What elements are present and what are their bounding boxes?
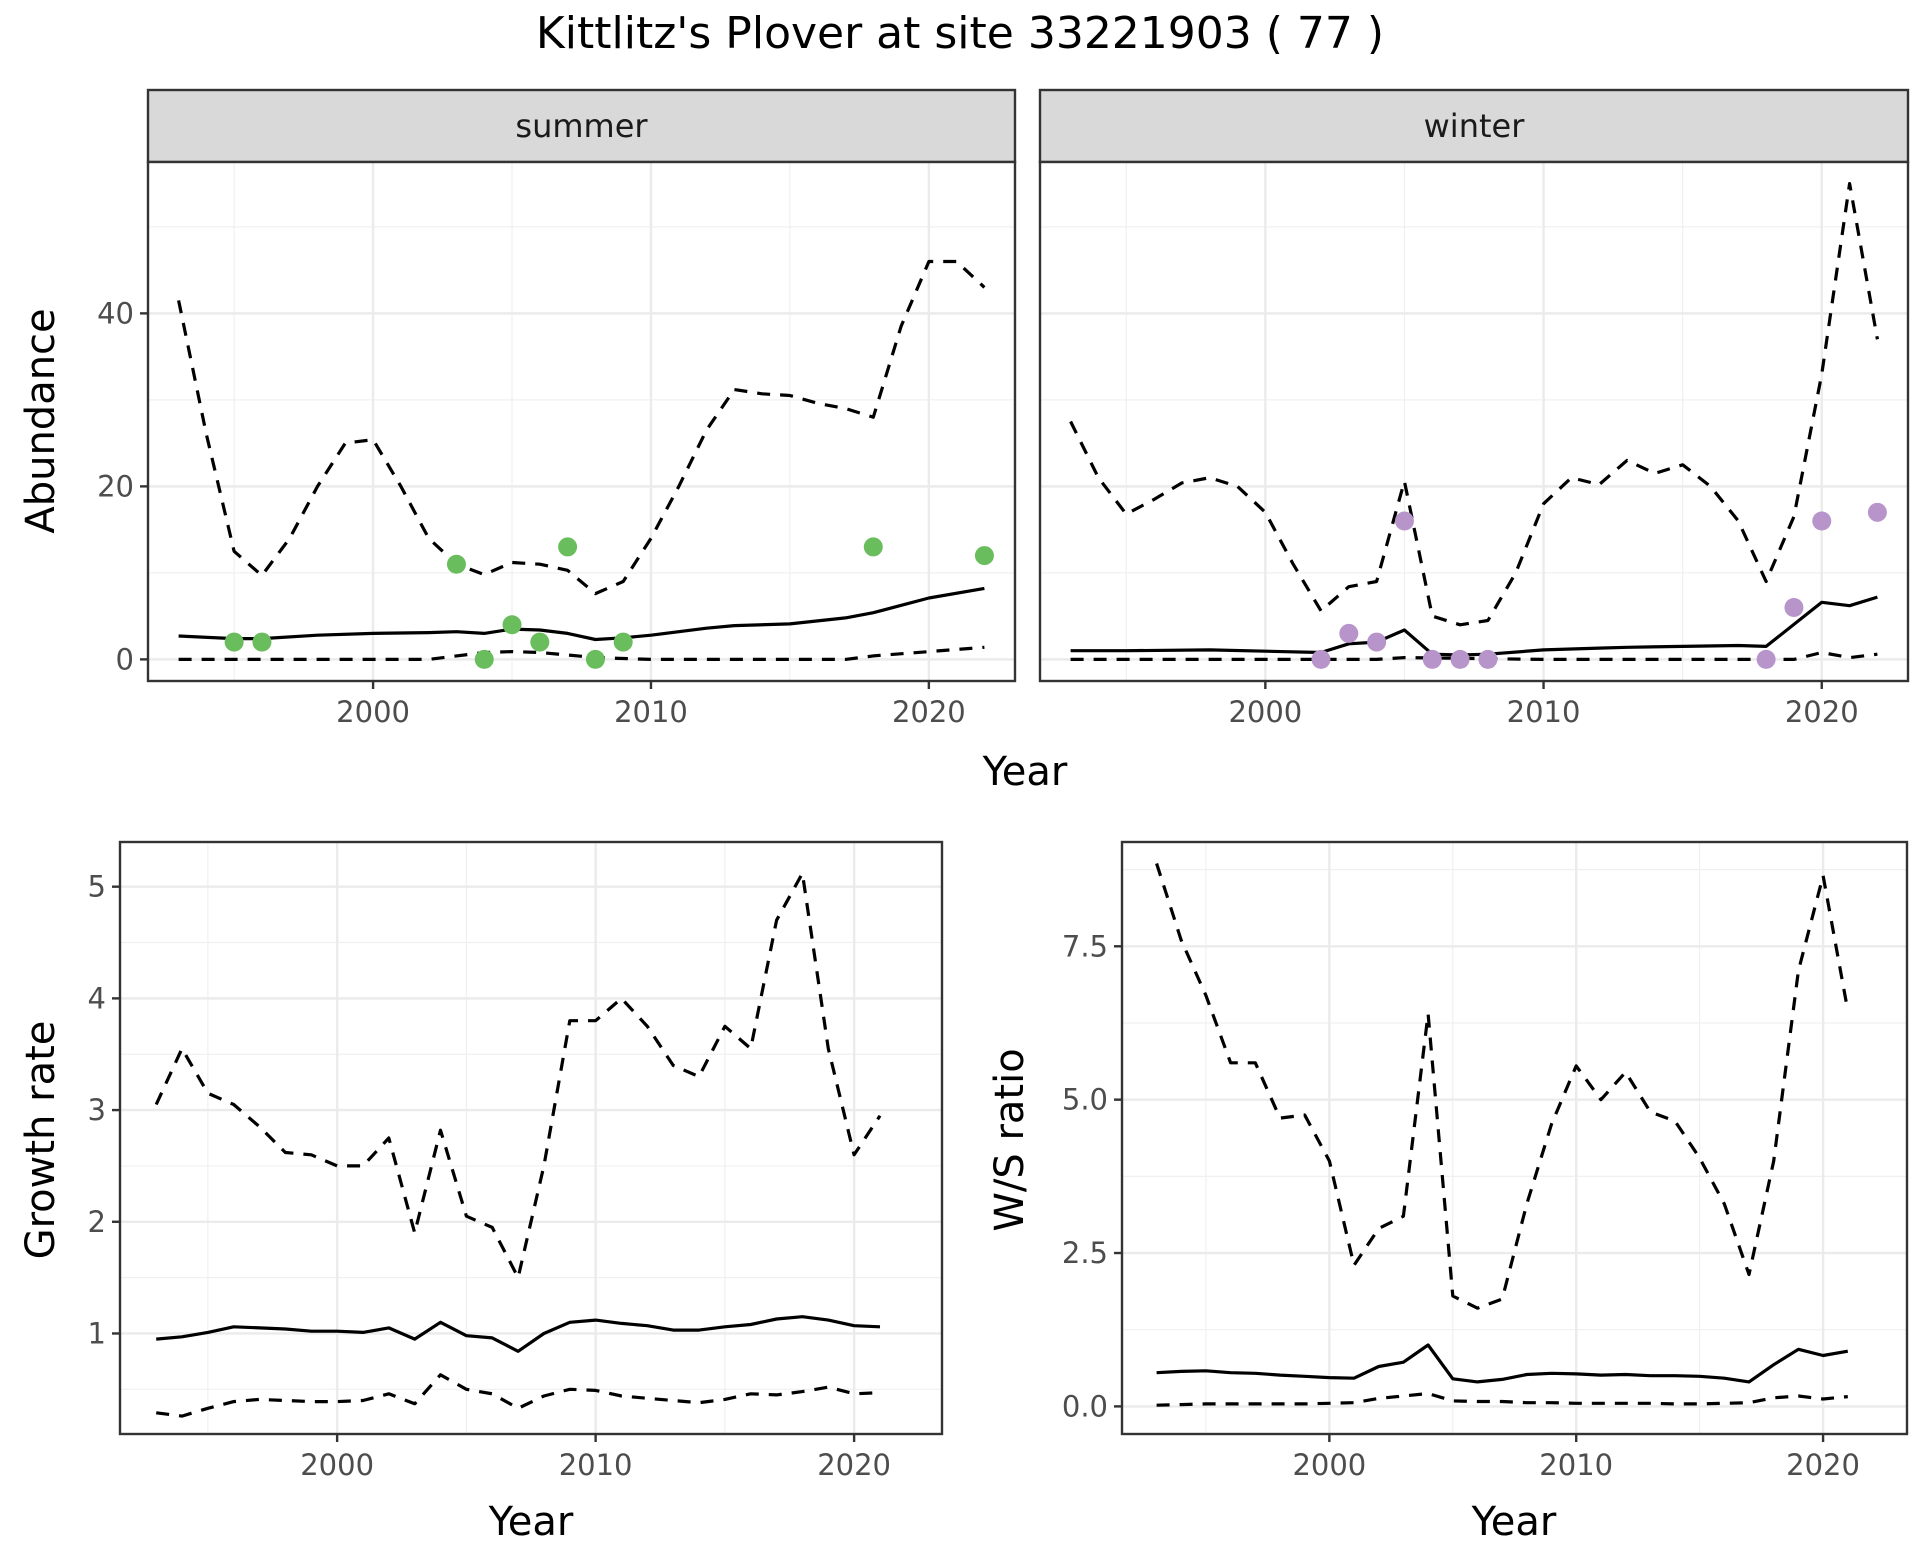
winter-x-tick-label: 2010 (1507, 695, 1581, 729)
ratio-x-axis-label: Year (1471, 1499, 1557, 1545)
ratio-series-lower (1156, 1391, 1848, 1407)
summer-observation-point (446, 554, 466, 574)
winter-observation-point (1367, 632, 1387, 652)
winter-observation-point (1756, 649, 1776, 669)
summer-x-tick-label: 2000 (336, 695, 410, 729)
winter-plot-background (1040, 162, 1908, 681)
summer-x-tick-label: 2010 (614, 695, 688, 729)
summer-observation-point (474, 649, 494, 669)
summer-panel-border (146, 160, 1017, 683)
ratio-y-tick-label: 2.5 (1062, 1236, 1108, 1270)
ratio-series-group (1155, 863, 1850, 1407)
ratio-y-tick-label: 5.0 (1062, 1083, 1108, 1117)
winter-observation-point (1867, 502, 1887, 522)
winter-abundance-panel: winter 2000 2010 2020 (1038, 88, 1910, 729)
growth-series-lower (155, 1373, 881, 1418)
summer-series-lower (178, 645, 985, 662)
shared-x-axis-label: Year (982, 749, 1068, 795)
summer-strip-label: summer (515, 107, 648, 145)
ws-ratio-panel: 2000 2010 2020 0.0 2.5 5.0 7.5 W/S ratio Year (987, 840, 1909, 1545)
summer-y-axis-label: Abundance (18, 308, 64, 533)
summer-series-upper (177, 259, 986, 596)
ratio-y-tick-label: 0.0 (1062, 1389, 1108, 1423)
growth-y-tick-label: 2 (88, 1205, 106, 1239)
summer-y-tick-label: 0 (116, 642, 134, 676)
growth-plot-background (120, 842, 942, 1434)
winter-observation-point (1478, 649, 1498, 669)
ratio-series-upper (1155, 863, 1850, 1310)
figure-title: Kittlitz's Plover at site 33221903 ( 77 … (536, 8, 1384, 59)
winter-x-tick-label: 2000 (1228, 695, 1302, 729)
ratio-x-tick-label: 2010 (1539, 1448, 1613, 1482)
summer-abundance-panel: summer 2000 2010 2020 0 20 40 Abundance (18, 88, 1017, 729)
ratio-x-tick-label: 2020 (1786, 1448, 1860, 1482)
ratio-plot-area: 2000 2010 2020 0.0 2.5 5.0 7.5 (1062, 840, 1909, 1482)
winter-observation-point (1422, 649, 1442, 669)
summer-observation-point (558, 537, 578, 557)
summer-plot-area: 2000 2010 2020 0 20 40 (97, 160, 1017, 729)
growth-y-tick-label: 3 (88, 1093, 106, 1127)
summer-observation-point (252, 632, 272, 652)
ratio-plot-background (1122, 842, 1907, 1434)
summer-strip (146, 88, 1017, 164)
winter-strip (1038, 88, 1910, 164)
summer-x-tick-label: 2020 (892, 695, 966, 729)
growth-y-tick-label: 1 (88, 1316, 106, 1350)
growth-panel-border (118, 840, 944, 1436)
growth-rate-panel: 2000 2010 2020 1 2 3 4 5 Growth rate Year (18, 840, 944, 1545)
summer-observation-point (613, 632, 633, 652)
growth-series-group (154, 871, 882, 1418)
winter-x-tick-label: 2020 (1785, 695, 1859, 729)
growth-x-axis-label: Year (488, 1499, 574, 1545)
summer-observation-point (974, 546, 994, 566)
growth-x-tick-label: 2000 (300, 1448, 374, 1482)
ratio-series-mean (1156, 1343, 1849, 1384)
summer-y-tick-label: 40 (97, 296, 134, 330)
summer-observation-point (502, 615, 522, 635)
growth-plot-area: 2000 2010 2020 1 2 3 4 5 (88, 840, 944, 1482)
growth-series-mean (156, 1315, 881, 1353)
ratio-panel-border (1120, 840, 1909, 1436)
summer-plot-background (148, 162, 1015, 681)
growth-y-axis-label: Growth rate (18, 1021, 64, 1260)
winter-strip-label: winter (1424, 107, 1526, 145)
winter-panel-border (1038, 160, 1910, 683)
winter-observation-point (1784, 597, 1804, 617)
winter-observation-point (1339, 623, 1359, 643)
summer-observation-point (224, 632, 244, 652)
summer-series-group (177, 259, 994, 669)
winter-plot-area: 2000 2010 2020 (1038, 160, 1910, 729)
winter-observation-point (1812, 511, 1832, 531)
ratio-x-tick-label: 2000 (1292, 1448, 1366, 1482)
ratio-y-tick-label: 7.5 (1062, 929, 1108, 963)
summer-observation-point (863, 537, 883, 557)
winter-series-lower (1070, 650, 1878, 662)
winter-observation-point (1311, 649, 1331, 669)
winter-observation-point (1394, 511, 1414, 531)
winter-series-group (1069, 182, 1887, 669)
growth-y-tick-label: 5 (88, 870, 106, 904)
summer-y-tick-label: 20 (97, 469, 134, 503)
summer-observation-point (530, 632, 550, 652)
growth-x-tick-label: 2010 (559, 1448, 633, 1482)
summer-observation-point (585, 649, 605, 669)
winter-series-upper (1069, 182, 1879, 627)
winter-observation-point (1450, 649, 1470, 669)
growth-x-tick-label: 2020 (817, 1448, 891, 1482)
summer-series-mean (178, 586, 985, 642)
growth-y-tick-label: 4 (88, 981, 106, 1015)
ratio-y-axis-label: W/S ratio (987, 1048, 1033, 1231)
